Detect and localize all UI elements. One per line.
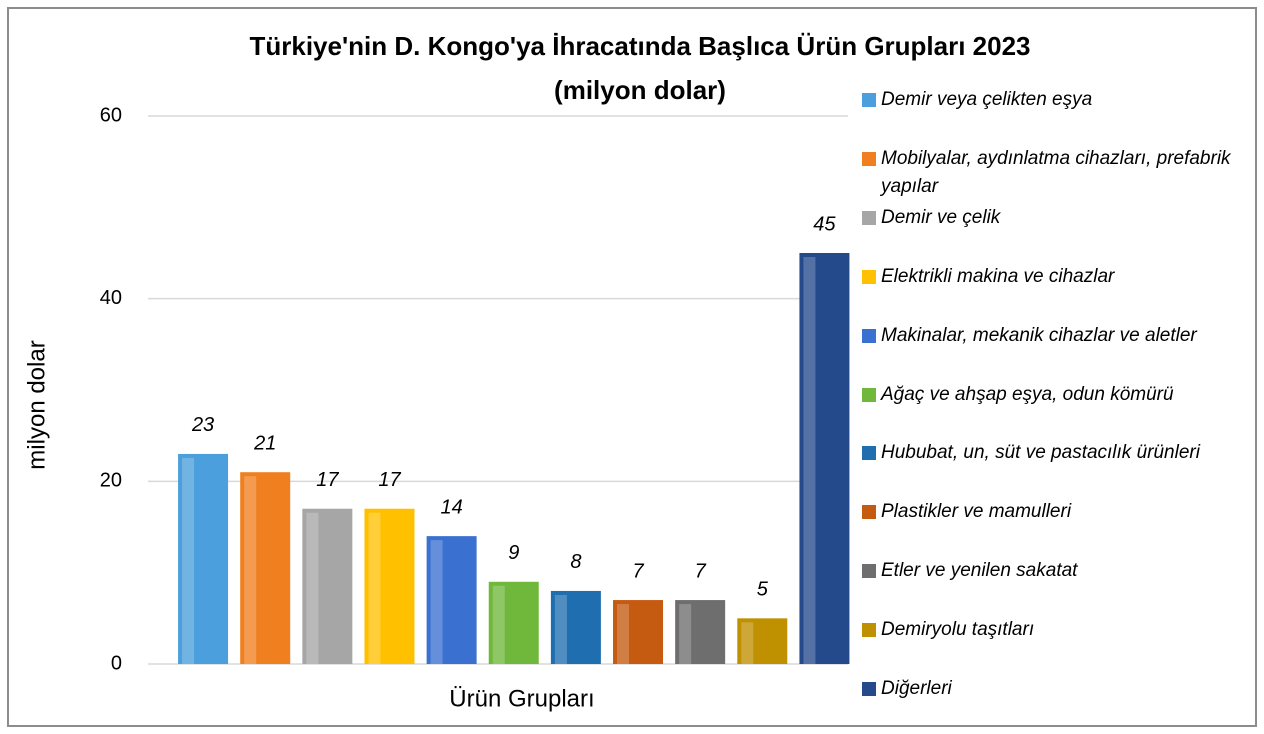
bar xyxy=(550,590,601,664)
bar xyxy=(488,581,539,664)
legend-item: Hububat, un, süt ve pastacılık ürünleri xyxy=(862,439,1257,467)
y-axis-label: milyon dolar xyxy=(23,340,50,469)
bar xyxy=(178,453,229,664)
bar xyxy=(737,618,788,664)
bar-highlight xyxy=(430,540,443,664)
legend-item: Demir veya çelikten eşya xyxy=(862,86,1257,114)
bar-highlight xyxy=(182,457,195,664)
y-tick-label: 40 xyxy=(100,287,122,309)
legend-swatch xyxy=(862,623,876,638)
legend-item: Mobilyalar, aydınlatma cihazları, prefab… xyxy=(862,145,1257,201)
legend-label: Demiryolu taşıtları xyxy=(881,619,1035,641)
legend-item: Demiryolu taşıtları xyxy=(862,616,1257,644)
legend-label: Diğerleri xyxy=(881,678,952,699)
bar-highlight xyxy=(306,512,319,664)
y-tick-label: 60 xyxy=(100,104,122,126)
chart-title: Türkiye'nin D. Kongo'ya İhracatında Başl… xyxy=(249,31,1030,61)
bar-highlight xyxy=(368,512,381,664)
bar xyxy=(799,253,850,664)
legend-label: Demir ve çelik xyxy=(881,206,1001,228)
bar-highlight xyxy=(244,476,257,664)
bar-highlight xyxy=(554,594,567,664)
legend-swatch xyxy=(862,269,876,284)
data-label: 45 xyxy=(813,213,836,235)
y-tick-label: 0 xyxy=(111,652,122,674)
bar xyxy=(364,508,415,664)
data-label: 21 xyxy=(253,432,276,454)
data-label: 7 xyxy=(695,560,707,582)
legend-item: Etler ve yenilen sakatat xyxy=(862,557,1257,585)
data-label: 7 xyxy=(632,560,644,582)
data-label: 17 xyxy=(316,469,339,491)
bar xyxy=(675,600,726,664)
data-label: 5 xyxy=(757,579,769,601)
legend-swatch xyxy=(862,328,876,343)
legend-swatch xyxy=(862,210,876,225)
bar-highlight xyxy=(679,604,692,664)
data-label: 9 xyxy=(508,542,519,564)
data-label: 23 xyxy=(191,414,214,436)
bar xyxy=(240,472,291,664)
bar xyxy=(426,536,477,664)
legend-label: Hububat, un, süt ve pastacılık ürünleri xyxy=(881,442,1200,464)
legend-item: Demir ve çelik xyxy=(862,204,1257,232)
data-label: 8 xyxy=(570,551,581,573)
data-label: 17 xyxy=(378,469,401,491)
bar xyxy=(302,508,353,664)
legend-item: Diğerleri xyxy=(862,675,1257,703)
legend-swatch xyxy=(862,505,876,520)
legend-item: Ağaç ve ahşap eşya, odun kömürü xyxy=(862,381,1257,409)
legend-swatch xyxy=(862,446,876,461)
legend-swatch xyxy=(862,564,876,579)
bar-highlight xyxy=(617,604,630,664)
data-label: 14 xyxy=(440,496,462,518)
legend-label: Mobilyalar, aydınlatma cihazları, prefab… xyxy=(881,147,1231,197)
legend-swatch xyxy=(862,682,876,696)
bar-highlight xyxy=(492,585,505,664)
legend-label: Makinalar, mekanik cihazlar ve aletler xyxy=(881,324,1197,346)
bar xyxy=(613,600,664,664)
y-tick-label: 20 xyxy=(100,470,122,492)
legend-swatch xyxy=(862,151,876,166)
legend-label: Demir veya çelikten eşya xyxy=(881,89,1093,110)
legend-swatch xyxy=(862,387,876,402)
x-axis-label: Ürün Grupları xyxy=(449,685,594,712)
legend-label: Ağaç ve ahşap eşya, odun kömürü xyxy=(881,383,1174,405)
chart-subtitle: (milyon dolar) xyxy=(554,75,726,105)
legend-item: Makinalar, mekanik cihazlar ve aletler xyxy=(862,322,1257,350)
legend-label: Elektrikli makina ve cihazlar xyxy=(881,265,1115,287)
bar-highlight xyxy=(741,622,754,664)
bar-highlight xyxy=(803,257,816,664)
legend-swatch xyxy=(862,93,876,107)
legend-item: Plastikler ve mamulleri xyxy=(862,498,1257,526)
legend-label: Etler ve yenilen sakatat xyxy=(881,560,1078,582)
legend-item: Elektrikli makina ve cihazlar xyxy=(862,263,1257,291)
legend-label: Plastikler ve mamulleri xyxy=(881,501,1072,523)
